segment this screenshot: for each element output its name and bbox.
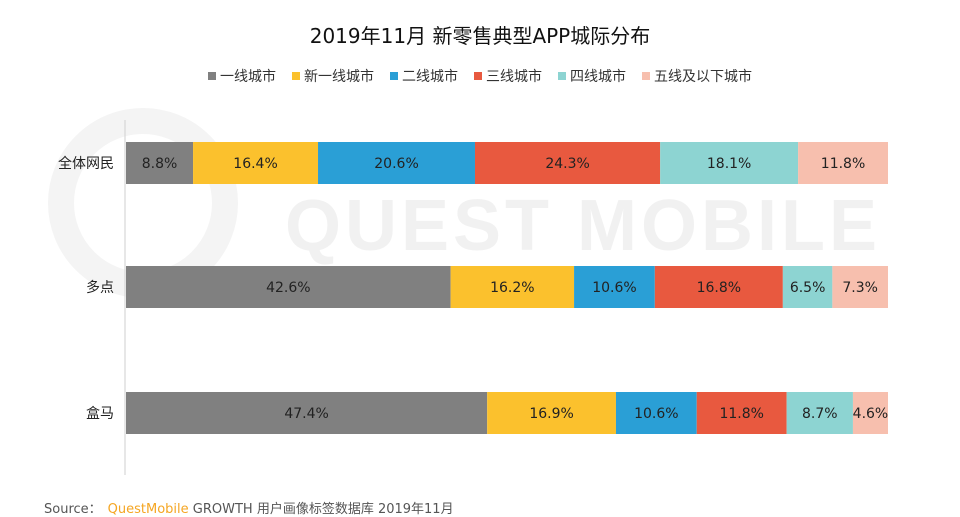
legend-label: 五线及以下城市 <box>654 69 752 85</box>
legend-swatch <box>474 72 482 80</box>
legend-swatch <box>208 72 216 80</box>
data-label: 10.6% <box>592 280 636 296</box>
data-label: 47.4% <box>284 406 328 422</box>
category-label: 盒马 <box>86 405 114 422</box>
legend-item: 一线城市 <box>208 66 276 86</box>
data-label: 42.6% <box>266 280 310 296</box>
bar-segment <box>786 392 853 434</box>
legend-item: 新一线城市 <box>292 66 374 86</box>
chart-legend: 一线城市 新一线城市 二线城市 三线城市 四线城市 五线及以下城市 <box>0 66 960 86</box>
bar-segment <box>574 266 655 308</box>
bar-segment <box>126 392 488 434</box>
data-label: 20.6% <box>374 156 418 172</box>
data-label: 16.9% <box>529 406 573 422</box>
bar-segment <box>852 392 888 434</box>
data-label: 11.8% <box>719 406 763 422</box>
bar-segment <box>487 392 616 434</box>
legend-swatch <box>642 72 650 80</box>
bar-segment <box>318 142 475 184</box>
data-label: 8.7% <box>802 406 838 422</box>
source-text: GROWTH 用户画像标签数据库 2019年11月 <box>192 502 454 517</box>
legend-label: 一线城市 <box>220 69 276 85</box>
bar-segment <box>193 142 319 184</box>
legend-item: 五线及以下城市 <box>642 66 752 86</box>
bar-segment <box>450 266 575 308</box>
data-label: 6.5% <box>790 280 826 296</box>
data-label: 16.8% <box>697 280 741 296</box>
bar-segment <box>475 142 661 184</box>
legend-item: 二线城市 <box>390 66 458 86</box>
bar-segment <box>654 266 783 308</box>
legend-swatch <box>558 72 566 80</box>
bar-segment <box>798 142 888 184</box>
legend-label: 二线城市 <box>402 69 458 85</box>
legend-swatch <box>292 72 300 80</box>
category-label: 全体网民 <box>58 155 114 172</box>
chart-title: 2019年11月 新零售典型APP城际分布 <box>309 24 651 48</box>
source-label: Source： <box>44 502 102 517</box>
data-label: 10.6% <box>634 406 678 422</box>
legend-label: 三线城市 <box>486 69 542 85</box>
data-label: 16.2% <box>490 280 534 296</box>
bar-segment <box>660 142 799 184</box>
data-label: 24.3% <box>545 156 589 172</box>
data-label: 4.6% <box>853 406 889 422</box>
source-brand: QuestMobile <box>107 502 189 517</box>
data-label: 11.8% <box>821 156 865 172</box>
data-label: 16.4% <box>233 156 277 172</box>
data-label: 18.1% <box>707 156 751 172</box>
data-label: 7.3% <box>842 280 878 296</box>
bar-segment <box>126 266 451 308</box>
legend-item: 三线城市 <box>474 66 542 86</box>
bar-segment <box>696 392 787 434</box>
category-label: 多点 <box>86 279 114 296</box>
data-label: 8.8% <box>142 156 178 172</box>
legend-label: 四线城市 <box>570 69 626 85</box>
source-footer: Source： QuestMobile GROWTH 用户画像标签数据库 2019… <box>44 498 454 517</box>
bar-segment <box>615 392 697 434</box>
watermark-text: QUEST MOBILE <box>285 186 882 266</box>
bar-segment <box>782 266 833 308</box>
legend-swatch <box>390 72 398 80</box>
bar-segment <box>126 142 194 184</box>
legend-label: 新一线城市 <box>304 69 374 85</box>
bar-segment <box>832 266 888 308</box>
legend-item: 四线城市 <box>558 66 626 86</box>
